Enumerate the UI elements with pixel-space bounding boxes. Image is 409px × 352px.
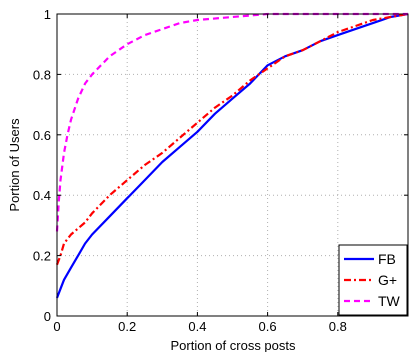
legend-label: FB — [378, 251, 396, 267]
y-tick-label: 0.8 — [33, 67, 51, 82]
series-line-tw — [55, 12, 408, 232]
y-tick-label: 0.2 — [33, 249, 51, 264]
y-tick-label: 0.6 — [33, 128, 51, 143]
y-tick-label: 0.4 — [33, 188, 51, 203]
x-tick-label: 0.6 — [259, 319, 277, 334]
legend-label: TW — [378, 293, 401, 309]
axis-ticks: 0 0.2 0.4 0.6 0.8 0 0.2 0.4 0.6 0.8 1 — [33, 7, 408, 334]
y-axis-label: Portion of Users — [7, 118, 22, 212]
y-tick-label: 0 — [44, 309, 51, 324]
x-tick-label: 0.4 — [188, 319, 206, 334]
legend-label: G+ — [378, 272, 397, 288]
series-line-g- — [55, 12, 409, 266]
legend-box — [338, 244, 408, 316]
x-axis-label: Portion of cross posts — [171, 338, 296, 352]
legend: FB G+ TW — [338, 244, 408, 316]
x-tick-label: 0 — [53, 319, 60, 334]
x-tick-label: 0.2 — [118, 319, 136, 334]
y-tick-label: 1 — [44, 7, 51, 22]
plot-frame — [56, 13, 409, 317]
x-tick-label: 0.8 — [329, 319, 347, 334]
series-lines — [55, 12, 409, 299]
series-line-fb — [55, 12, 409, 299]
